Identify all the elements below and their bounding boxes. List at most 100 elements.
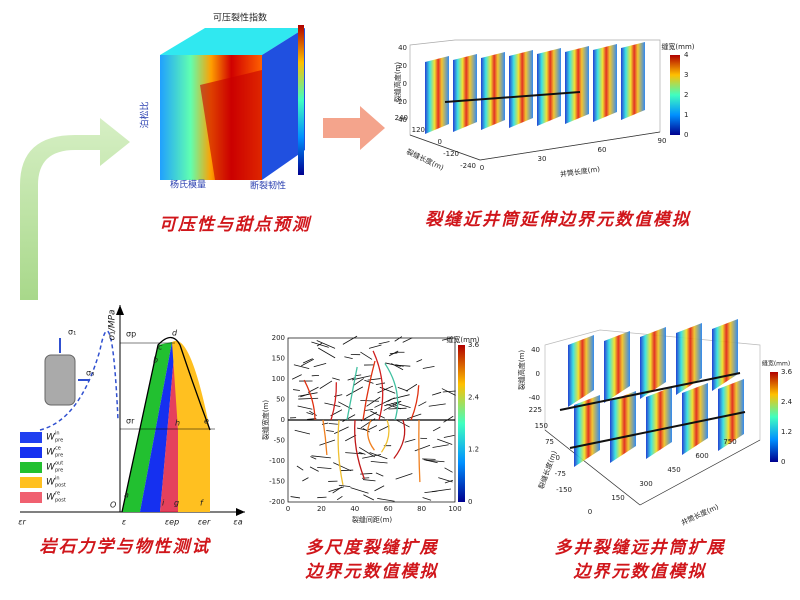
tick-label: 40 (350, 505, 359, 513)
hydraulic-fracture (380, 419, 390, 453)
tick-label: 150 (535, 422, 548, 430)
axis-label: 裂缝高度(m) (517, 350, 526, 391)
stress-label: σr (126, 417, 135, 426)
natural-fracture (347, 377, 356, 381)
natural-fracture (311, 341, 329, 348)
natural-fracture (441, 388, 456, 396)
natural-fracture (324, 402, 341, 407)
hydraulic-fracture (337, 419, 344, 486)
tick-label: 600 (695, 452, 708, 460)
natural-fracture (310, 456, 317, 460)
tick-label: 1 (684, 111, 688, 119)
fracture (712, 319, 738, 391)
fracture (682, 383, 708, 455)
legend-sup: in (55, 431, 60, 437)
stress-strain-curve (121, 336, 211, 513)
tick-label: 240 (395, 114, 408, 122)
legend-sub: post (55, 498, 66, 504)
caption: 可压性与甜点预测 (159, 215, 312, 235)
cube-panel (160, 25, 305, 180)
caption: 岩石力学与物性测试 (40, 537, 212, 557)
fracture (453, 54, 477, 132)
natural-fracture (298, 397, 319, 400)
tick-label: 60 (598, 146, 607, 154)
caption: 边界元数值模拟 (573, 562, 707, 582)
tick-label: 3.6 (781, 368, 793, 376)
natural-fracture (428, 403, 446, 407)
axis-line (479, 131, 661, 161)
panel-title: 可压裂性指数 (213, 12, 267, 24)
legend-sup: ce (55, 446, 61, 452)
natural-fracture (301, 358, 315, 367)
tick-label: 150 (611, 494, 624, 502)
axis-line (639, 439, 761, 506)
natural-fracture (290, 496, 301, 499)
axis-line (544, 429, 641, 506)
tick-label: 0 (286, 505, 290, 513)
natural-fracture (319, 380, 333, 389)
legend-sub: pre (55, 453, 63, 459)
point-label: h (175, 419, 180, 428)
hydraulic-fracture (354, 419, 365, 480)
natural-fracture (363, 494, 375, 501)
natural-fracture (383, 400, 402, 411)
natural-fracture (364, 379, 374, 384)
tick-label: 0 (281, 416, 285, 424)
near-wellbore-panel (409, 39, 680, 161)
fracture (646, 387, 672, 459)
natural-fracture (395, 364, 404, 367)
natural-fracture (432, 444, 449, 448)
legend-sub: pre (55, 468, 63, 474)
natural-fracture (442, 390, 456, 393)
natural-fracture (293, 389, 300, 391)
tick-label: 1.2 (781, 428, 792, 436)
natural-fracture (334, 426, 349, 435)
colorbar-label: 缝宽(mm) (762, 360, 790, 368)
energy-area (160, 345, 178, 512)
wellbore (569, 411, 746, 449)
natural-fracture (407, 413, 422, 420)
x-label: εep (165, 518, 179, 527)
tick-label: 20 (317, 505, 326, 513)
colorbar-label: 缝宽(mm) (661, 42, 694, 51)
natural-fracture (294, 429, 311, 435)
hydraulic-fracture (372, 350, 384, 421)
tick-label: 3.6 (468, 341, 480, 349)
tick-label: 75 (545, 438, 554, 446)
tick-label: 120 (412, 126, 425, 134)
natural-fracture (432, 391, 442, 396)
tick-label: 0 (781, 458, 785, 466)
point-label: f (200, 499, 204, 508)
x-label: εa (233, 518, 242, 527)
natural-fracture (388, 350, 399, 357)
tick-label: 0 (438, 138, 442, 146)
natural-fracture (432, 426, 441, 432)
natural-fracture (313, 362, 327, 368)
natural-fracture (368, 344, 382, 349)
tick-label: 4 (684, 51, 689, 59)
fracture (565, 46, 589, 124)
tick-label: -150 (556, 486, 572, 494)
natural-fracture (386, 403, 402, 410)
colorbar (670, 55, 680, 135)
natural-fracture (391, 363, 404, 371)
axis-label: 裂缝长度(m) (405, 147, 446, 172)
tick-label: 750 (723, 438, 736, 446)
natural-fracture (306, 412, 314, 416)
point-label: g (174, 499, 179, 508)
axis-label: 断裂韧性 (250, 180, 286, 192)
natural-fracture (328, 486, 344, 493)
tick-label: 90 (658, 137, 667, 145)
natural-fracture (370, 410, 385, 419)
natural-fracture (369, 452, 388, 460)
natural-fracture (302, 477, 309, 482)
tick-label: 2.4 (781, 398, 793, 406)
fracture (509, 50, 533, 128)
wellbore (444, 91, 581, 103)
point-label: e (204, 417, 209, 426)
natural-fracture (326, 430, 334, 432)
dashed-curve (39, 330, 119, 431)
legend-symbol: W (46, 493, 56, 503)
tick-label: -75 (555, 470, 566, 478)
